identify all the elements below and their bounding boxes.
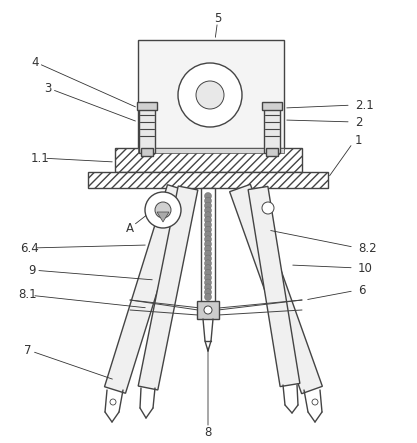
Polygon shape	[230, 184, 322, 394]
Circle shape	[204, 245, 211, 253]
Circle shape	[204, 250, 211, 257]
Circle shape	[204, 231, 211, 238]
Circle shape	[262, 202, 274, 214]
Circle shape	[204, 193, 211, 199]
Circle shape	[204, 255, 211, 262]
Circle shape	[204, 269, 211, 276]
Circle shape	[178, 63, 242, 127]
Circle shape	[204, 306, 212, 314]
Bar	[138, 148, 284, 153]
Text: 4: 4	[31, 55, 39, 69]
Circle shape	[145, 192, 181, 228]
Text: 9: 9	[28, 264, 36, 276]
Text: 6.4: 6.4	[20, 241, 39, 254]
Text: 2: 2	[355, 116, 362, 128]
Circle shape	[204, 236, 211, 243]
Circle shape	[204, 274, 211, 281]
Circle shape	[110, 399, 116, 405]
Text: 2.1: 2.1	[355, 98, 374, 112]
Text: 1: 1	[355, 133, 362, 147]
Circle shape	[204, 207, 211, 214]
Circle shape	[204, 222, 211, 228]
Text: 7: 7	[24, 343, 32, 357]
Bar	[141, 148, 153, 156]
Circle shape	[155, 202, 171, 218]
Bar	[262, 102, 282, 110]
Circle shape	[204, 260, 211, 267]
Circle shape	[204, 289, 211, 295]
Circle shape	[204, 212, 211, 219]
Text: 3: 3	[44, 82, 52, 94]
Circle shape	[204, 284, 211, 291]
Polygon shape	[248, 187, 300, 387]
Bar	[115, 148, 302, 172]
Circle shape	[204, 197, 211, 204]
Text: 8.2: 8.2	[358, 241, 377, 254]
Circle shape	[204, 226, 211, 233]
Circle shape	[204, 241, 211, 248]
Circle shape	[312, 399, 318, 405]
Text: 6: 6	[358, 284, 365, 296]
Bar	[266, 148, 278, 156]
Text: 10: 10	[358, 261, 373, 275]
Bar	[138, 40, 284, 148]
Circle shape	[204, 294, 211, 300]
Text: 5: 5	[214, 12, 222, 24]
Polygon shape	[105, 185, 188, 393]
Bar	[201, 188, 215, 305]
Text: 1.1: 1.1	[30, 152, 49, 164]
Circle shape	[204, 202, 211, 209]
Bar	[264, 105, 280, 153]
Bar	[88, 172, 328, 188]
Circle shape	[204, 217, 211, 224]
Bar	[137, 102, 157, 110]
Polygon shape	[157, 212, 169, 222]
Text: 8: 8	[204, 425, 212, 439]
Bar	[139, 105, 155, 153]
Bar	[197, 301, 219, 319]
Circle shape	[204, 279, 211, 286]
Circle shape	[196, 81, 224, 109]
Circle shape	[204, 264, 211, 272]
Polygon shape	[138, 186, 198, 390]
Text: A: A	[126, 222, 134, 234]
Text: 8.1: 8.1	[19, 288, 37, 302]
